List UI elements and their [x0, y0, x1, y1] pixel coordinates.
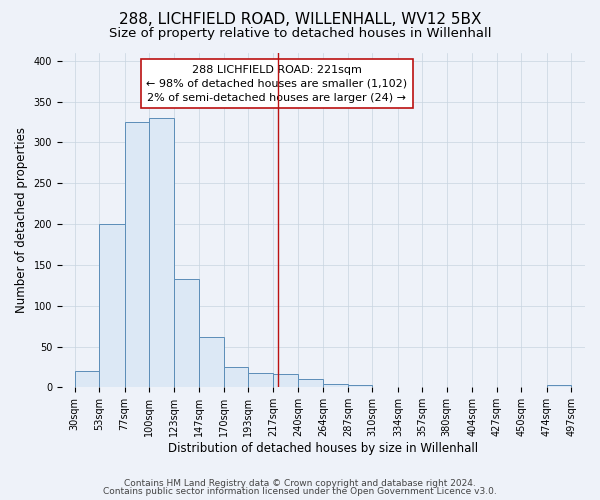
Y-axis label: Number of detached properties: Number of detached properties: [15, 127, 28, 313]
Bar: [149, 118, 173, 388]
X-axis label: Distribution of detached houses by size in Willenhall: Distribution of detached houses by size …: [169, 442, 479, 455]
Bar: [199, 336, 224, 388]
Bar: [125, 122, 149, 388]
Bar: [74, 371, 99, 388]
Bar: [348, 385, 373, 388]
Bar: [298, 379, 323, 388]
Bar: [248, 374, 274, 388]
Text: Contains public sector information licensed under the Open Government Licence v3: Contains public sector information licen…: [103, 487, 497, 496]
Bar: [99, 224, 125, 388]
Bar: [323, 384, 348, 388]
Bar: [274, 374, 298, 388]
Bar: [547, 385, 571, 388]
Text: 288 LICHFIELD ROAD: 221sqm
← 98% of detached houses are smaller (1,102)
2% of se: 288 LICHFIELD ROAD: 221sqm ← 98% of deta…: [146, 65, 407, 103]
Text: Size of property relative to detached houses in Willenhall: Size of property relative to detached ho…: [109, 28, 491, 40]
Bar: [173, 278, 199, 388]
Bar: [224, 367, 248, 388]
Text: Contains HM Land Registry data © Crown copyright and database right 2024.: Contains HM Land Registry data © Crown c…: [124, 478, 476, 488]
Text: 288, LICHFIELD ROAD, WILLENHALL, WV12 5BX: 288, LICHFIELD ROAD, WILLENHALL, WV12 5B…: [119, 12, 481, 28]
